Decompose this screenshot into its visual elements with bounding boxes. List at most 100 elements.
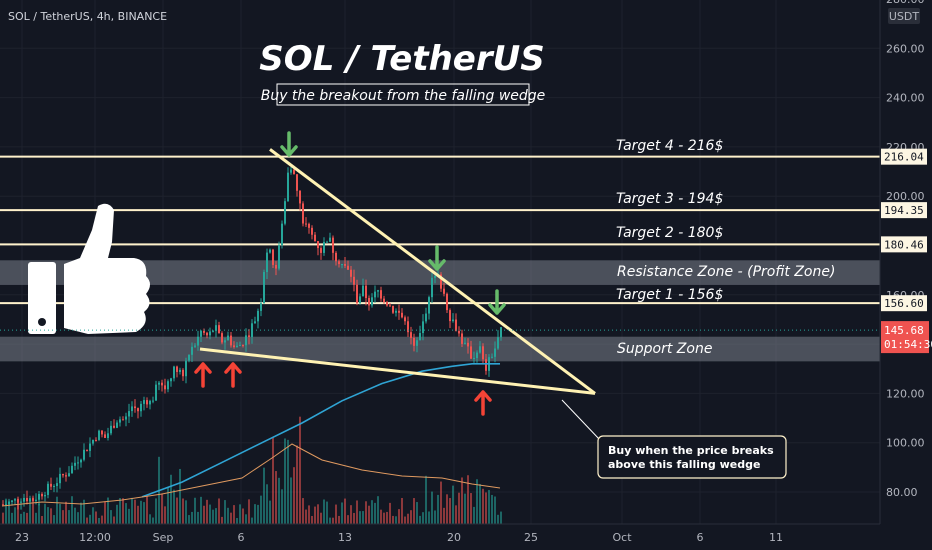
candle-body xyxy=(473,358,475,360)
volume-bar xyxy=(452,485,454,524)
volume-bar xyxy=(125,503,127,524)
volume-bar xyxy=(482,488,484,524)
candle-body xyxy=(341,264,343,266)
currency-label: USDT xyxy=(889,10,920,23)
price-tick-label: 280.00 xyxy=(886,0,925,6)
down-arrow-icon xyxy=(280,131,298,157)
price-tick-label: 80.00 xyxy=(886,486,918,499)
candle-body xyxy=(377,290,379,292)
volume-bar xyxy=(137,505,139,524)
candle-body xyxy=(86,449,88,451)
candle-body xyxy=(44,494,46,497)
volume-bar xyxy=(383,512,385,524)
price-axis[interactable] xyxy=(880,0,932,524)
volume-bar xyxy=(173,489,175,524)
candle-body xyxy=(158,382,160,385)
candle-body xyxy=(275,264,277,269)
volume-bar xyxy=(293,467,295,524)
volume-bar xyxy=(455,505,457,524)
volume-bar xyxy=(299,416,301,524)
candle-body xyxy=(188,354,190,361)
volume-bar xyxy=(458,492,460,524)
volume-bar xyxy=(476,479,478,524)
volume-bar xyxy=(353,512,355,524)
candle-body xyxy=(59,473,61,484)
time-tick-label: Sep xyxy=(153,531,174,544)
volume-bar xyxy=(2,512,4,524)
target2-label: Target 2 - 180$ xyxy=(616,225,723,241)
candle-body xyxy=(218,325,220,334)
candle-body xyxy=(110,425,112,434)
volume-bar xyxy=(464,493,466,524)
countdown-label: 01:54:30 xyxy=(884,338,932,351)
volume-bar xyxy=(200,496,202,524)
time-tick-label: Oct xyxy=(612,531,632,544)
candle-body xyxy=(308,223,310,228)
volume-bar xyxy=(62,510,64,524)
volume-bar xyxy=(83,499,85,524)
volume-bar xyxy=(188,515,190,524)
volume-bar xyxy=(227,507,229,524)
volume-bar xyxy=(395,516,397,524)
candle-body xyxy=(329,237,331,242)
candle-body xyxy=(134,406,136,409)
volume-bar xyxy=(104,501,106,524)
candle-body xyxy=(5,504,7,506)
candle-body xyxy=(137,408,139,412)
candle-body xyxy=(266,252,268,273)
volume-bar xyxy=(284,438,286,524)
candle-body xyxy=(131,406,133,412)
volume-bar xyxy=(206,499,208,524)
volume-bar xyxy=(473,506,475,524)
volume-bar xyxy=(356,500,358,524)
volume-bar xyxy=(233,505,235,524)
volume-bar xyxy=(170,474,172,524)
volume-bar xyxy=(317,504,319,524)
volume-bar xyxy=(488,490,490,524)
candle-body xyxy=(62,473,64,476)
volume-bar xyxy=(110,510,112,524)
volume-bar xyxy=(203,505,205,524)
candle-body xyxy=(305,223,307,225)
volume-bar xyxy=(257,504,259,524)
chart-title: SOL / TetherUS xyxy=(259,39,544,79)
candle-body xyxy=(407,321,409,333)
candle-body xyxy=(170,378,172,382)
down-arrow-icon xyxy=(488,289,506,315)
callout-pointer xyxy=(561,399,601,441)
candle-body xyxy=(482,346,484,360)
callout-line1: Buy when the price breaks xyxy=(608,444,774,457)
volume-bar xyxy=(470,493,472,524)
volume-bar xyxy=(440,481,442,524)
volume-bar xyxy=(332,517,334,524)
candle-body xyxy=(92,439,94,444)
time-axis-ticks: 23 12:00 Sep 6 13 20 25 Oct 6 11 xyxy=(15,531,783,544)
candle-body xyxy=(23,497,25,502)
candle-body xyxy=(371,297,373,306)
candle-body xyxy=(101,430,103,435)
candle-body xyxy=(401,312,403,318)
volume-bar xyxy=(56,496,58,524)
volume-bar xyxy=(407,513,409,524)
volume-bar xyxy=(53,515,55,524)
time-axis[interactable] xyxy=(0,524,932,550)
candle-body xyxy=(56,483,58,487)
volume-bar xyxy=(275,471,277,524)
volume-bar xyxy=(308,505,310,524)
target1-label: Target 1 - 156$ xyxy=(616,287,723,303)
volume-bar xyxy=(425,475,427,524)
level-tag-box xyxy=(881,202,927,219)
candle-body xyxy=(317,241,319,249)
volume-bar xyxy=(398,509,400,524)
candle-body xyxy=(350,269,352,277)
volume-bar xyxy=(119,498,121,524)
time-tick-label: 11 xyxy=(769,531,783,544)
candle-body xyxy=(428,297,430,314)
thumbs-up-icon xyxy=(28,203,150,334)
volume-bar xyxy=(131,497,133,524)
volume-bar xyxy=(8,500,10,524)
level-tag-box xyxy=(881,236,927,253)
volume-bar xyxy=(350,505,352,524)
candle-body xyxy=(194,345,196,347)
